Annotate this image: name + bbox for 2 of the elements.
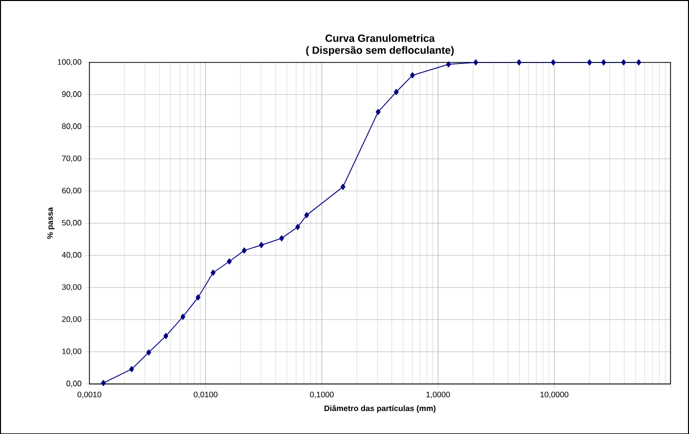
- chart-title: Curva Granulometrica: [326, 34, 435, 42]
- chart-subtitle: ( Dispersão sem defloculante): [306, 46, 454, 56]
